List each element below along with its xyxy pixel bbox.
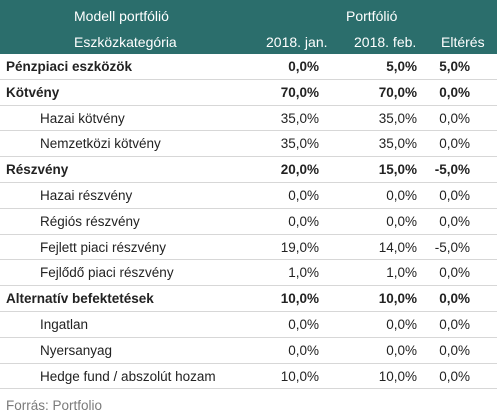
value-jan: 35,0% <box>280 110 319 126</box>
row-label: Régiós részvény <box>40 213 140 229</box>
row-label: Hedge fund / abszolút hozam <box>40 368 216 384</box>
header-col-diff: Eltérés <box>441 34 485 50</box>
row-label: Fejlődő piaci részvény <box>40 265 174 281</box>
value-diff: -5,0% <box>434 239 470 255</box>
value-feb: 0,0% <box>386 316 417 332</box>
value-feb: 35,0% <box>378 136 417 152</box>
source-note: Forrás: Portfolio <box>6 398 103 413</box>
value-jan: 0,0% <box>288 342 319 358</box>
value-jan: 19,0% <box>280 239 319 255</box>
table-group-row: Pénzpiaci eszközök 0,0% 5,0% 5,0% <box>0 54 497 80</box>
header-title: Modell portfólió <box>74 8 169 24</box>
value-jan: 20,0% <box>280 162 319 178</box>
value-feb: 0,0% <box>386 187 417 203</box>
value-feb: 35,0% <box>378 110 417 126</box>
table-group-row: Alternatív befektetések 10,0% 10,0% 0,0% <box>0 286 497 312</box>
table-row: Fejlett piaci részvény 19,0% 14,0% -5,0% <box>0 235 497 261</box>
value-feb: 10,0% <box>378 291 417 307</box>
value-jan: 0,0% <box>288 213 319 229</box>
row-label: Ingatlan <box>40 316 89 332</box>
header-col-jan: 2018. jan. <box>266 34 328 50</box>
value-jan: 1,0% <box>288 265 319 281</box>
value-feb: 70,0% <box>378 84 417 100</box>
table-group-row: Részvény 20,0% 15,0% -5,0% <box>0 157 497 183</box>
table-row: Nemzetközi kötvény 35,0% 35,0% 0,0% <box>0 131 497 158</box>
row-label: Hazai részvény <box>40 187 133 203</box>
value-jan: 10,0% <box>280 291 319 307</box>
table-row: Hazai kötvény 35,0% 35,0% 0,0% <box>0 106 497 132</box>
value-jan: 70,0% <box>280 84 319 100</box>
value-diff: 0,0% <box>439 291 470 307</box>
row-label: Kötvény <box>6 84 60 100</box>
portfolio-table: Modell portfólió Eszközkategória Portfól… <box>0 0 497 390</box>
value-diff: -5,0% <box>434 162 470 178</box>
value-diff: 0,0% <box>439 84 470 100</box>
header-category: Eszközkategória <box>74 34 177 50</box>
value-jan: 0,0% <box>288 316 319 332</box>
value-feb: 0,0% <box>386 342 417 358</box>
value-feb: 14,0% <box>378 239 417 255</box>
value-jan: 35,0% <box>280 136 319 152</box>
row-label: Hazai kötvény <box>40 110 125 126</box>
row-label: Nemzetközi kötvény <box>40 136 161 152</box>
value-diff: 0,0% <box>439 213 470 229</box>
value-diff: 0,0% <box>439 136 470 152</box>
value-diff: 0,0% <box>439 342 470 358</box>
value-feb: 0,0% <box>386 213 417 229</box>
value-diff: 0,0% <box>439 316 470 332</box>
table-row: Hazai részvény 0,0% 0,0% 0,0% <box>0 183 497 209</box>
row-label: Pénzpiaci eszközök <box>6 59 133 74</box>
value-diff: 5,0% <box>439 59 470 74</box>
row-label: Fejlett piaci részvény <box>40 239 167 255</box>
value-diff: 0,0% <box>439 110 470 126</box>
row-label: Részvény <box>6 162 69 178</box>
value-feb: 5,0% <box>386 59 417 74</box>
value-feb: 10,0% <box>378 368 417 384</box>
value-diff: 0,0% <box>439 368 470 384</box>
value-feb: 1,0% <box>386 265 417 281</box>
value-jan: 10,0% <box>280 368 319 384</box>
table-row: Nyersanyag 0,0% 0,0% 0,0% <box>0 338 497 364</box>
table-row: Fejlődő piaci részvény 1,0% 1,0% 0,0% <box>0 260 497 287</box>
value-jan: 0,0% <box>288 59 319 74</box>
header-portfolio: Portfólió <box>346 8 398 24</box>
header-col-feb: 2018. feb. <box>354 34 417 50</box>
row-label: Nyersanyag <box>40 342 113 358</box>
value-feb: 15,0% <box>378 162 417 178</box>
table-row: Ingatlan 0,0% 0,0% 0,0% <box>0 312 497 338</box>
row-label: Alternatív befektetések <box>6 291 154 307</box>
table-body: Pénzpiaci eszközök 0,0% 5,0% 5,0% Kötvény 70,… <box>0 54 497 390</box>
value-diff: 0,0% <box>439 187 470 203</box>
table-row: Régiós részvény 0,0% 0,0% 0,0% <box>0 209 497 235</box>
table-row: Hedge fund / abszolút hozam 10,0% 10,0% 0,0… <box>0 364 497 390</box>
value-diff: 0,0% <box>439 265 470 281</box>
table-group-row: Kötvény 70,0% 70,0% 0,0% <box>0 80 497 106</box>
table-header: Modell portfólió Eszközkategória Portfól… <box>0 0 497 54</box>
value-jan: 0,0% <box>288 187 319 203</box>
